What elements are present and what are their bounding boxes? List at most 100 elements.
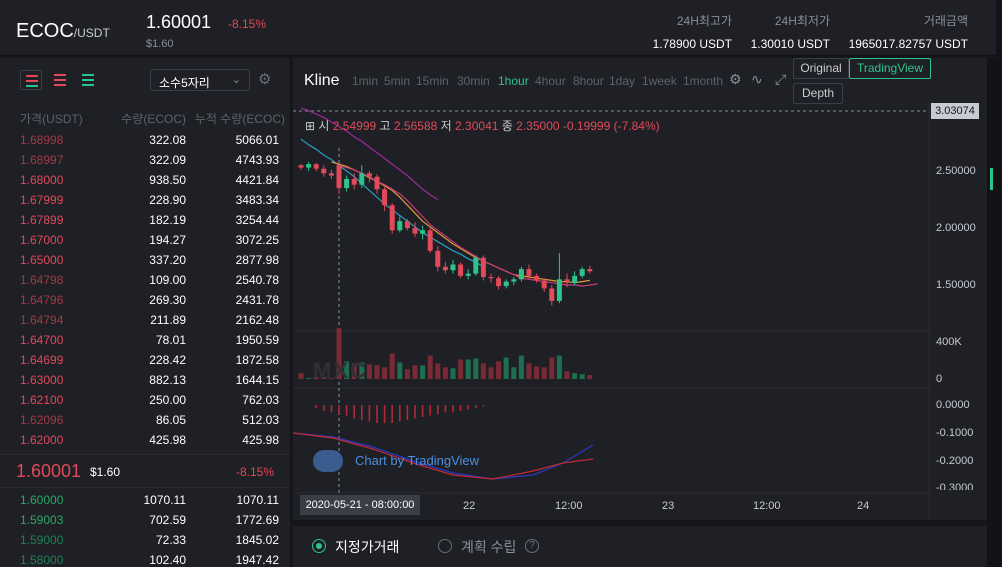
ask-total: 3483.34 bbox=[235, 193, 279, 207]
volume-bar bbox=[534, 366, 540, 379]
ask-total: 512.03 bbox=[242, 413, 279, 427]
interval-tab-1month[interactable]: 1month bbox=[683, 74, 724, 88]
ask-row[interactable]: 1.67000 194.27 3072.25 bbox=[0, 230, 290, 250]
volume-bar bbox=[382, 367, 388, 379]
ask-amount: 269.30 bbox=[149, 293, 186, 307]
bid-total: 1845.02 bbox=[235, 533, 279, 547]
candle-body bbox=[458, 264, 464, 276]
ask-row[interactable]: 1.64700 78.01 1950.59 bbox=[0, 330, 290, 350]
interval-tab-1hour[interactable]: 1hour bbox=[498, 74, 529, 88]
ask-row[interactable]: 1.64699 228.42 1872.58 bbox=[0, 350, 290, 370]
volume-bar bbox=[420, 365, 426, 379]
indicator-icon[interactable]: ∿ bbox=[751, 71, 763, 87]
precision-dropdown[interactable]: 소수5자리 ⌄ bbox=[150, 69, 250, 91]
macd-bar bbox=[376, 405, 378, 423]
ask-row[interactable]: 1.67899 182.19 3254.44 bbox=[0, 210, 290, 230]
volume-bar bbox=[564, 371, 570, 379]
interval-tab-30min[interactable]: 30min bbox=[457, 74, 490, 88]
macd-bar bbox=[330, 405, 333, 413]
ask-row[interactable]: 1.62100 250.00 762.03 bbox=[0, 390, 290, 410]
plan-order-label[interactable]: 계획 수립 bbox=[461, 539, 517, 555]
ask-row[interactable]: 1.64796 269.30 2431.78 bbox=[0, 290, 290, 310]
x-tick: 23 bbox=[662, 500, 675, 512]
ask-row[interactable]: 1.68000 938.50 4421.84 bbox=[0, 170, 290, 190]
ask-amount: 109.00 bbox=[149, 273, 186, 287]
plan-order-radio[interactable] bbox=[438, 539, 452, 553]
asks-only-view-icon[interactable] bbox=[49, 70, 71, 90]
bid-row[interactable]: 1.58000 102.40 1947.42 bbox=[0, 550, 290, 567]
kline-title: Kline bbox=[304, 72, 340, 89]
help-icon[interactable]: ? bbox=[525, 539, 539, 553]
interval-tab-15min[interactable]: 15min bbox=[416, 74, 449, 88]
depth-chart-button[interactable]: Depth bbox=[793, 83, 843, 104]
ask-amount: 78.01 bbox=[155, 333, 186, 347]
volume-bar bbox=[344, 361, 350, 379]
macd-bar bbox=[421, 405, 424, 417]
ask-row[interactable]: 1.62096 86.05 512.03 bbox=[0, 410, 290, 430]
low-label: 저 bbox=[440, 119, 452, 133]
volume-bar bbox=[374, 365, 380, 379]
ask-amount: 194.27 bbox=[149, 233, 186, 247]
volume-bar bbox=[306, 378, 312, 379]
ask-row[interactable]: 1.67999 228.90 3483.34 bbox=[0, 190, 290, 210]
macd-bar bbox=[444, 405, 447, 413]
interval-tab-1min[interactable]: 1min bbox=[352, 74, 379, 88]
y-tick: 2.00000 bbox=[936, 222, 976, 234]
interval-tab-1day[interactable]: 1day bbox=[609, 74, 636, 88]
macd-bar bbox=[482, 405, 485, 407]
tradingview-credit[interactable]: Chart by TradingView bbox=[355, 453, 480, 468]
candle-body bbox=[366, 173, 372, 177]
candle-body bbox=[465, 273, 471, 276]
open-value: 2.54999 bbox=[332, 119, 377, 133]
original-chart-button[interactable]: Original bbox=[793, 58, 849, 79]
trading-pair[interactable]: ECOC/USDT bbox=[16, 20, 110, 42]
legend-icon: ⊞ bbox=[305, 119, 316, 133]
stat-24h-high: 24H최고가 1.78900 USDT bbox=[653, 12, 732, 51]
interval-tab-4hour[interactable]: 4hour bbox=[535, 74, 566, 88]
candle-body bbox=[306, 164, 312, 168]
ask-amount: 322.09 bbox=[149, 153, 186, 167]
bid-price: 1.58000 bbox=[20, 553, 64, 567]
ask-row[interactable]: 1.64794 211.89 2162.48 bbox=[0, 310, 290, 330]
limit-order-label[interactable]: 지정가거래 bbox=[335, 539, 400, 555]
ask-row[interactable]: 1.64798 109.00 2540.78 bbox=[0, 270, 290, 290]
bids-only-view-icon[interactable] bbox=[77, 70, 99, 90]
bid-row[interactable]: 1.60000 1070.11 1070.11 bbox=[0, 490, 290, 510]
bid-row[interactable]: 1.59000 72.33 1845.02 bbox=[0, 530, 290, 550]
ask-total: 1950.59 bbox=[235, 333, 279, 347]
candle-body bbox=[534, 275, 540, 281]
both-sides-view-icon[interactable] bbox=[20, 70, 42, 90]
ask-row[interactable]: 1.62000 425.98 425.98 bbox=[0, 430, 290, 450]
macd-tick: -0.3000 bbox=[936, 482, 974, 490]
ask-amount: 425.98 bbox=[149, 433, 186, 447]
ask-row[interactable]: 1.63000 882.13 1644.15 bbox=[0, 370, 290, 390]
ask-row[interactable]: 1.68998 322.08 5066.01 bbox=[0, 130, 290, 150]
limit-order-radio[interactable] bbox=[312, 539, 326, 553]
ask-row[interactable]: 1.68997 322.09 4743.93 bbox=[0, 150, 290, 170]
tradingview-logo-icon[interactable] bbox=[313, 450, 343, 472]
crosshair-date-label: 2020-05-21 - 08:00:00 bbox=[300, 495, 420, 515]
volume-bar bbox=[488, 367, 494, 379]
ask-price: 1.64700 bbox=[20, 333, 64, 347]
macd-bar bbox=[353, 405, 355, 419]
gear-icon[interactable]: ⚙ bbox=[258, 71, 272, 88]
interval-tab-8hour[interactable]: 8hour bbox=[573, 74, 604, 88]
ask-row[interactable]: 1.65000 337.20 2877.98 bbox=[0, 250, 290, 270]
bid-row[interactable]: 1.59003 702.59 1772.69 bbox=[0, 510, 290, 530]
volume-bar bbox=[397, 362, 403, 379]
ask-price: 1.62100 bbox=[20, 393, 64, 407]
kline-chart[interactable] bbox=[293, 103, 987, 520]
ask-total: 1644.15 bbox=[235, 373, 279, 387]
interval-tab-5min[interactable]: 5min bbox=[384, 74, 411, 88]
fullscreen-icon[interactable]: ⤢ bbox=[775, 71, 787, 87]
orderbook-panel: 소수5자리 ⌄ ⚙ 가격(USDT) 수량(ECOC) 누적 수량(ECOC) … bbox=[0, 58, 290, 567]
interval-tab-1week[interactable]: 1week bbox=[642, 74, 677, 88]
last-price: 1.60001 bbox=[146, 12, 212, 32]
volume-bar bbox=[366, 364, 372, 379]
settings-gear-icon[interactable]: ⚙ bbox=[729, 71, 742, 87]
stat-label: 24H최고가 bbox=[676, 14, 732, 28]
macd-bar bbox=[475, 405, 477, 408]
tradingview-chart-button[interactable]: TradingView bbox=[849, 58, 931, 79]
volume-bar bbox=[435, 363, 441, 379]
volume-bar bbox=[351, 363, 357, 379]
